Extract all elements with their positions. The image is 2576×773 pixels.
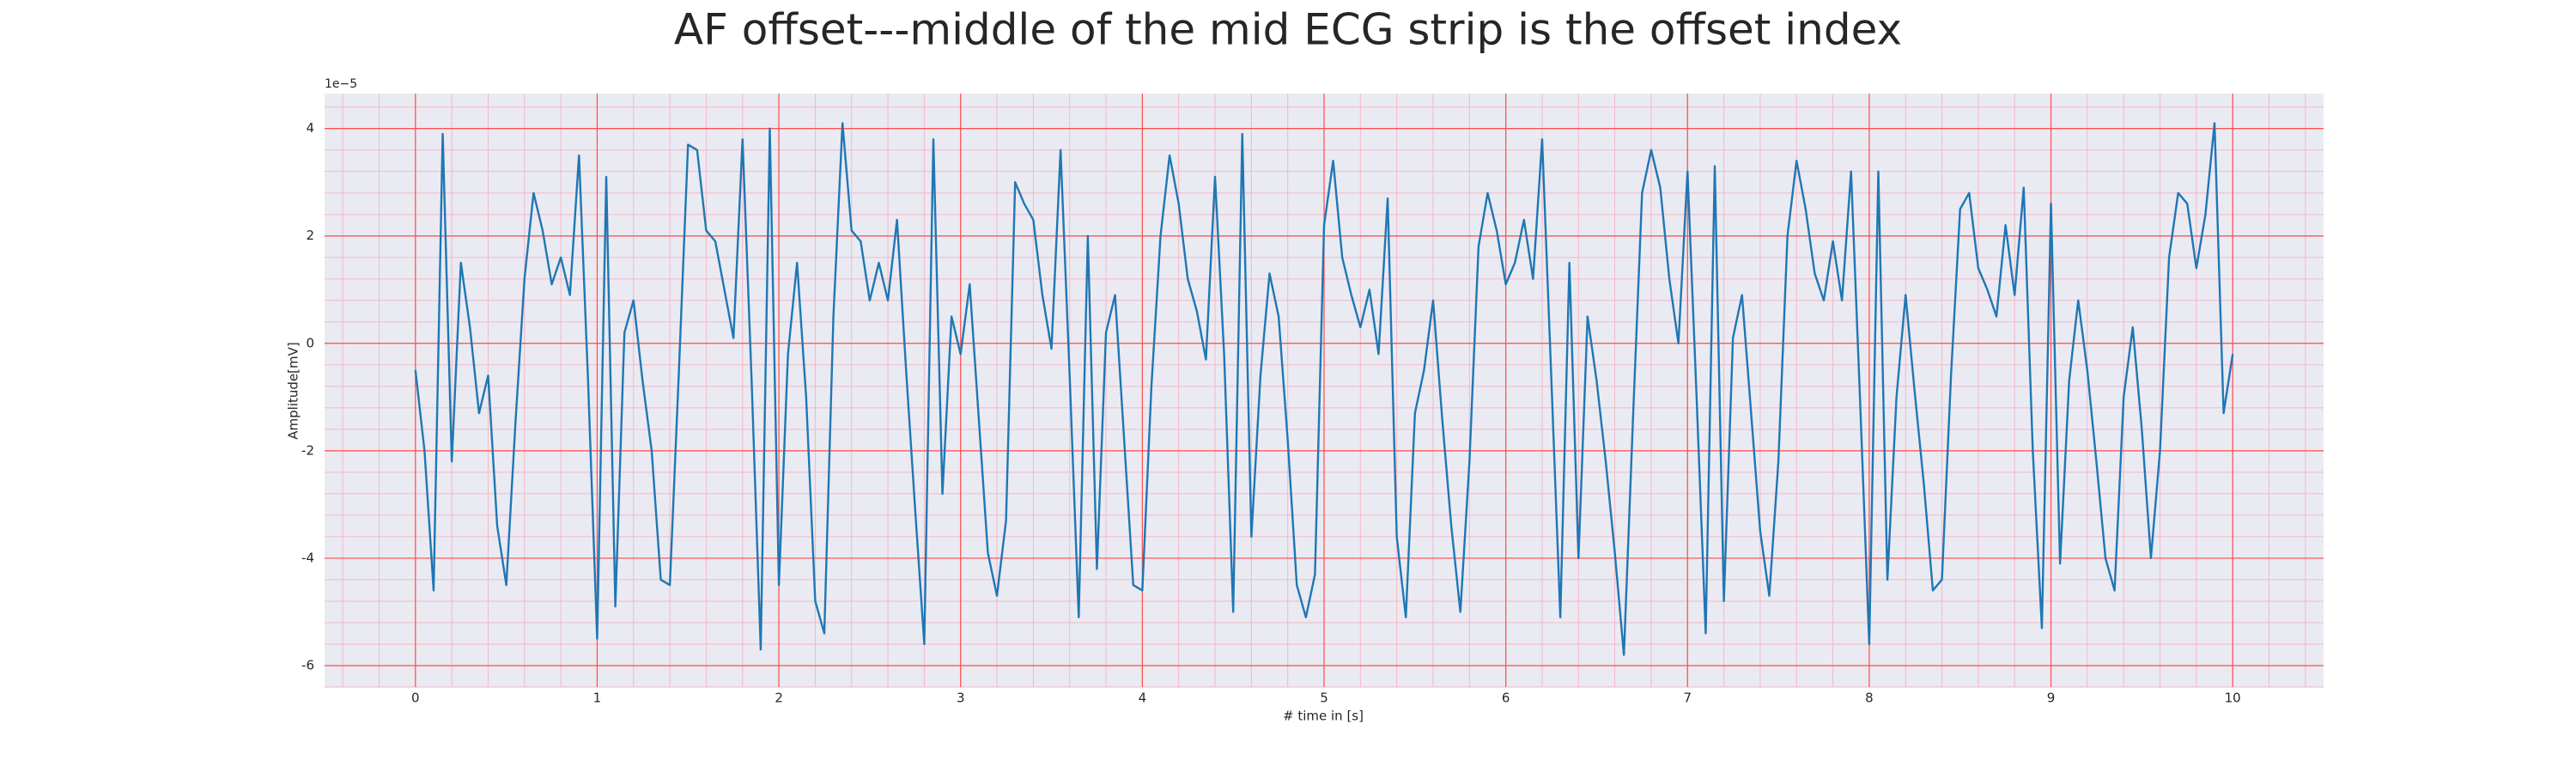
x-tick-label: 4: [1139, 691, 1147, 706]
y-axis-label: Amplitude[mV]: [286, 342, 301, 439]
y-tick-label: 2: [306, 228, 314, 243]
x-tick-label: 8: [1865, 691, 1874, 706]
line-series: [414, 122, 2234, 656]
grid: [325, 94, 2324, 688]
y-tick-label: -2: [301, 442, 314, 458]
y-tick-label: -4: [301, 550, 314, 565]
x-tick-label: 2: [775, 691, 783, 706]
y-tick-label: 0: [306, 335, 314, 350]
x-tick-label: 0: [411, 691, 420, 706]
x-tick-label: 3: [957, 691, 965, 706]
x-tick-label: 10: [2225, 691, 2241, 706]
x-tick-label: 9: [2047, 691, 2056, 706]
x-axis-label: # time in [s]: [1283, 709, 1364, 724]
x-tick-label: 7: [1683, 691, 1692, 706]
y-tick-label: 4: [306, 120, 314, 136]
x-tick-label: 1: [593, 691, 602, 706]
x-tick-label: 6: [1502, 691, 1510, 706]
labels: 0 1 2 3 4 5 6 7 8 9 10 -6 -4 -2 0 2 4: [301, 120, 2241, 705]
y-tick-label: -6: [301, 657, 314, 673]
x-tick-label: 5: [1320, 691, 1328, 706]
chart-title: AF offset---middle of the mid ECG strip …: [674, 5, 1902, 55]
series: [414, 122, 2234, 656]
y-offset-label: 1e−5: [325, 77, 357, 91]
